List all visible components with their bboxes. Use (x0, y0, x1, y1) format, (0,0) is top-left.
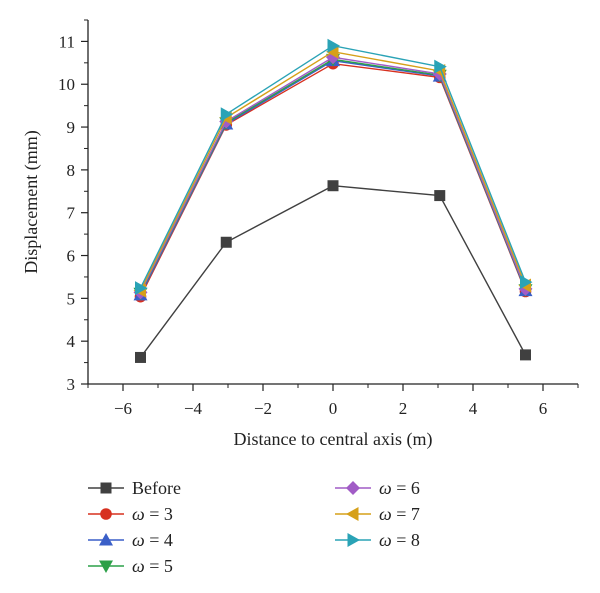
series-lines (133, 38, 533, 363)
legend-value: = 5 (145, 556, 173, 576)
series-group (133, 53, 533, 301)
legend-symbol: ω (379, 478, 392, 498)
data-point (327, 180, 339, 192)
x-axis-title: Distance to central axis (m) (234, 429, 433, 450)
y-axis-title: Displacement (mm) (21, 130, 42, 273)
legend-symbol: ω (132, 504, 145, 524)
legend-label: ω = 5 (132, 556, 173, 576)
y-tick-label: 8 (67, 161, 76, 180)
legend-item: ω = 3 (88, 504, 173, 524)
series-group (133, 50, 533, 300)
legend-label: ω = 6 (379, 478, 420, 498)
legend-item: ω = 6 (335, 478, 420, 498)
y-tick-label: 10 (58, 75, 75, 94)
legend-label: ω = 3 (132, 504, 173, 524)
legend-symbol: ω (379, 504, 392, 524)
x-tick-label: 4 (469, 399, 478, 418)
data-point (520, 349, 531, 361)
legend-value: = 3 (145, 504, 173, 524)
y-tick-label: 7 (67, 204, 76, 223)
legend-marker (99, 560, 113, 573)
series-group (133, 44, 531, 298)
y-tick-label: 3 (67, 375, 76, 394)
legend-value: = 7 (392, 504, 420, 524)
data-point (434, 59, 447, 74)
legend-symbol: ω (379, 530, 392, 550)
series-group (135, 38, 533, 296)
x-tick-label: 2 (399, 399, 408, 418)
y-tick-label: 9 (67, 118, 76, 137)
legend-value: = 8 (392, 530, 420, 550)
data-point (327, 38, 340, 53)
legend-marker (346, 507, 359, 521)
legend-item: ω = 5 (88, 556, 173, 576)
x-tick-label: −2 (254, 399, 272, 418)
series-line (139, 185, 527, 358)
legend-label: Before (132, 478, 181, 498)
data-point (434, 190, 446, 202)
x-tick-label: −4 (184, 399, 203, 418)
data-point (135, 281, 148, 296)
axes: −6 −4 −2 0 2 4 6 3 4 5 6 7 8 9 10 11 (58, 19, 579, 418)
series-group (133, 53, 533, 301)
legend-marker (100, 482, 112, 494)
legend-marker (99, 533, 113, 546)
x-tick-label: 6 (539, 399, 548, 418)
legend-label: ω = 4 (132, 530, 173, 550)
x-tick-label: −6 (114, 399, 132, 418)
legend-item: ω = 7 (335, 504, 420, 524)
legend-value: = 4 (145, 530, 173, 550)
legend-marker (100, 508, 112, 520)
data-point (220, 236, 232, 248)
legend-marker (346, 481, 360, 495)
data-point (520, 275, 533, 290)
legend-label: ω = 7 (379, 504, 420, 524)
legend-label: ω = 8 (379, 530, 420, 550)
legend-item: ω = 4 (88, 530, 173, 550)
legend-symbol: ω (132, 556, 145, 576)
y-tick-label: 4 (67, 332, 76, 351)
y-tick-label: 6 (67, 247, 76, 266)
legend-value: = 6 (392, 478, 420, 498)
legend-item: Before (88, 478, 181, 498)
series-group (135, 180, 531, 363)
x-tick-label: 0 (329, 399, 338, 418)
legend-marker (347, 533, 360, 547)
y-tick-label: 5 (67, 289, 76, 308)
legend-symbol: ω (132, 530, 145, 550)
series-line (139, 44, 527, 289)
data-point (135, 351, 146, 363)
y-tick-label: 11 (59, 32, 75, 51)
data-point (220, 107, 234, 122)
legend-item: ω = 8 (335, 530, 420, 550)
